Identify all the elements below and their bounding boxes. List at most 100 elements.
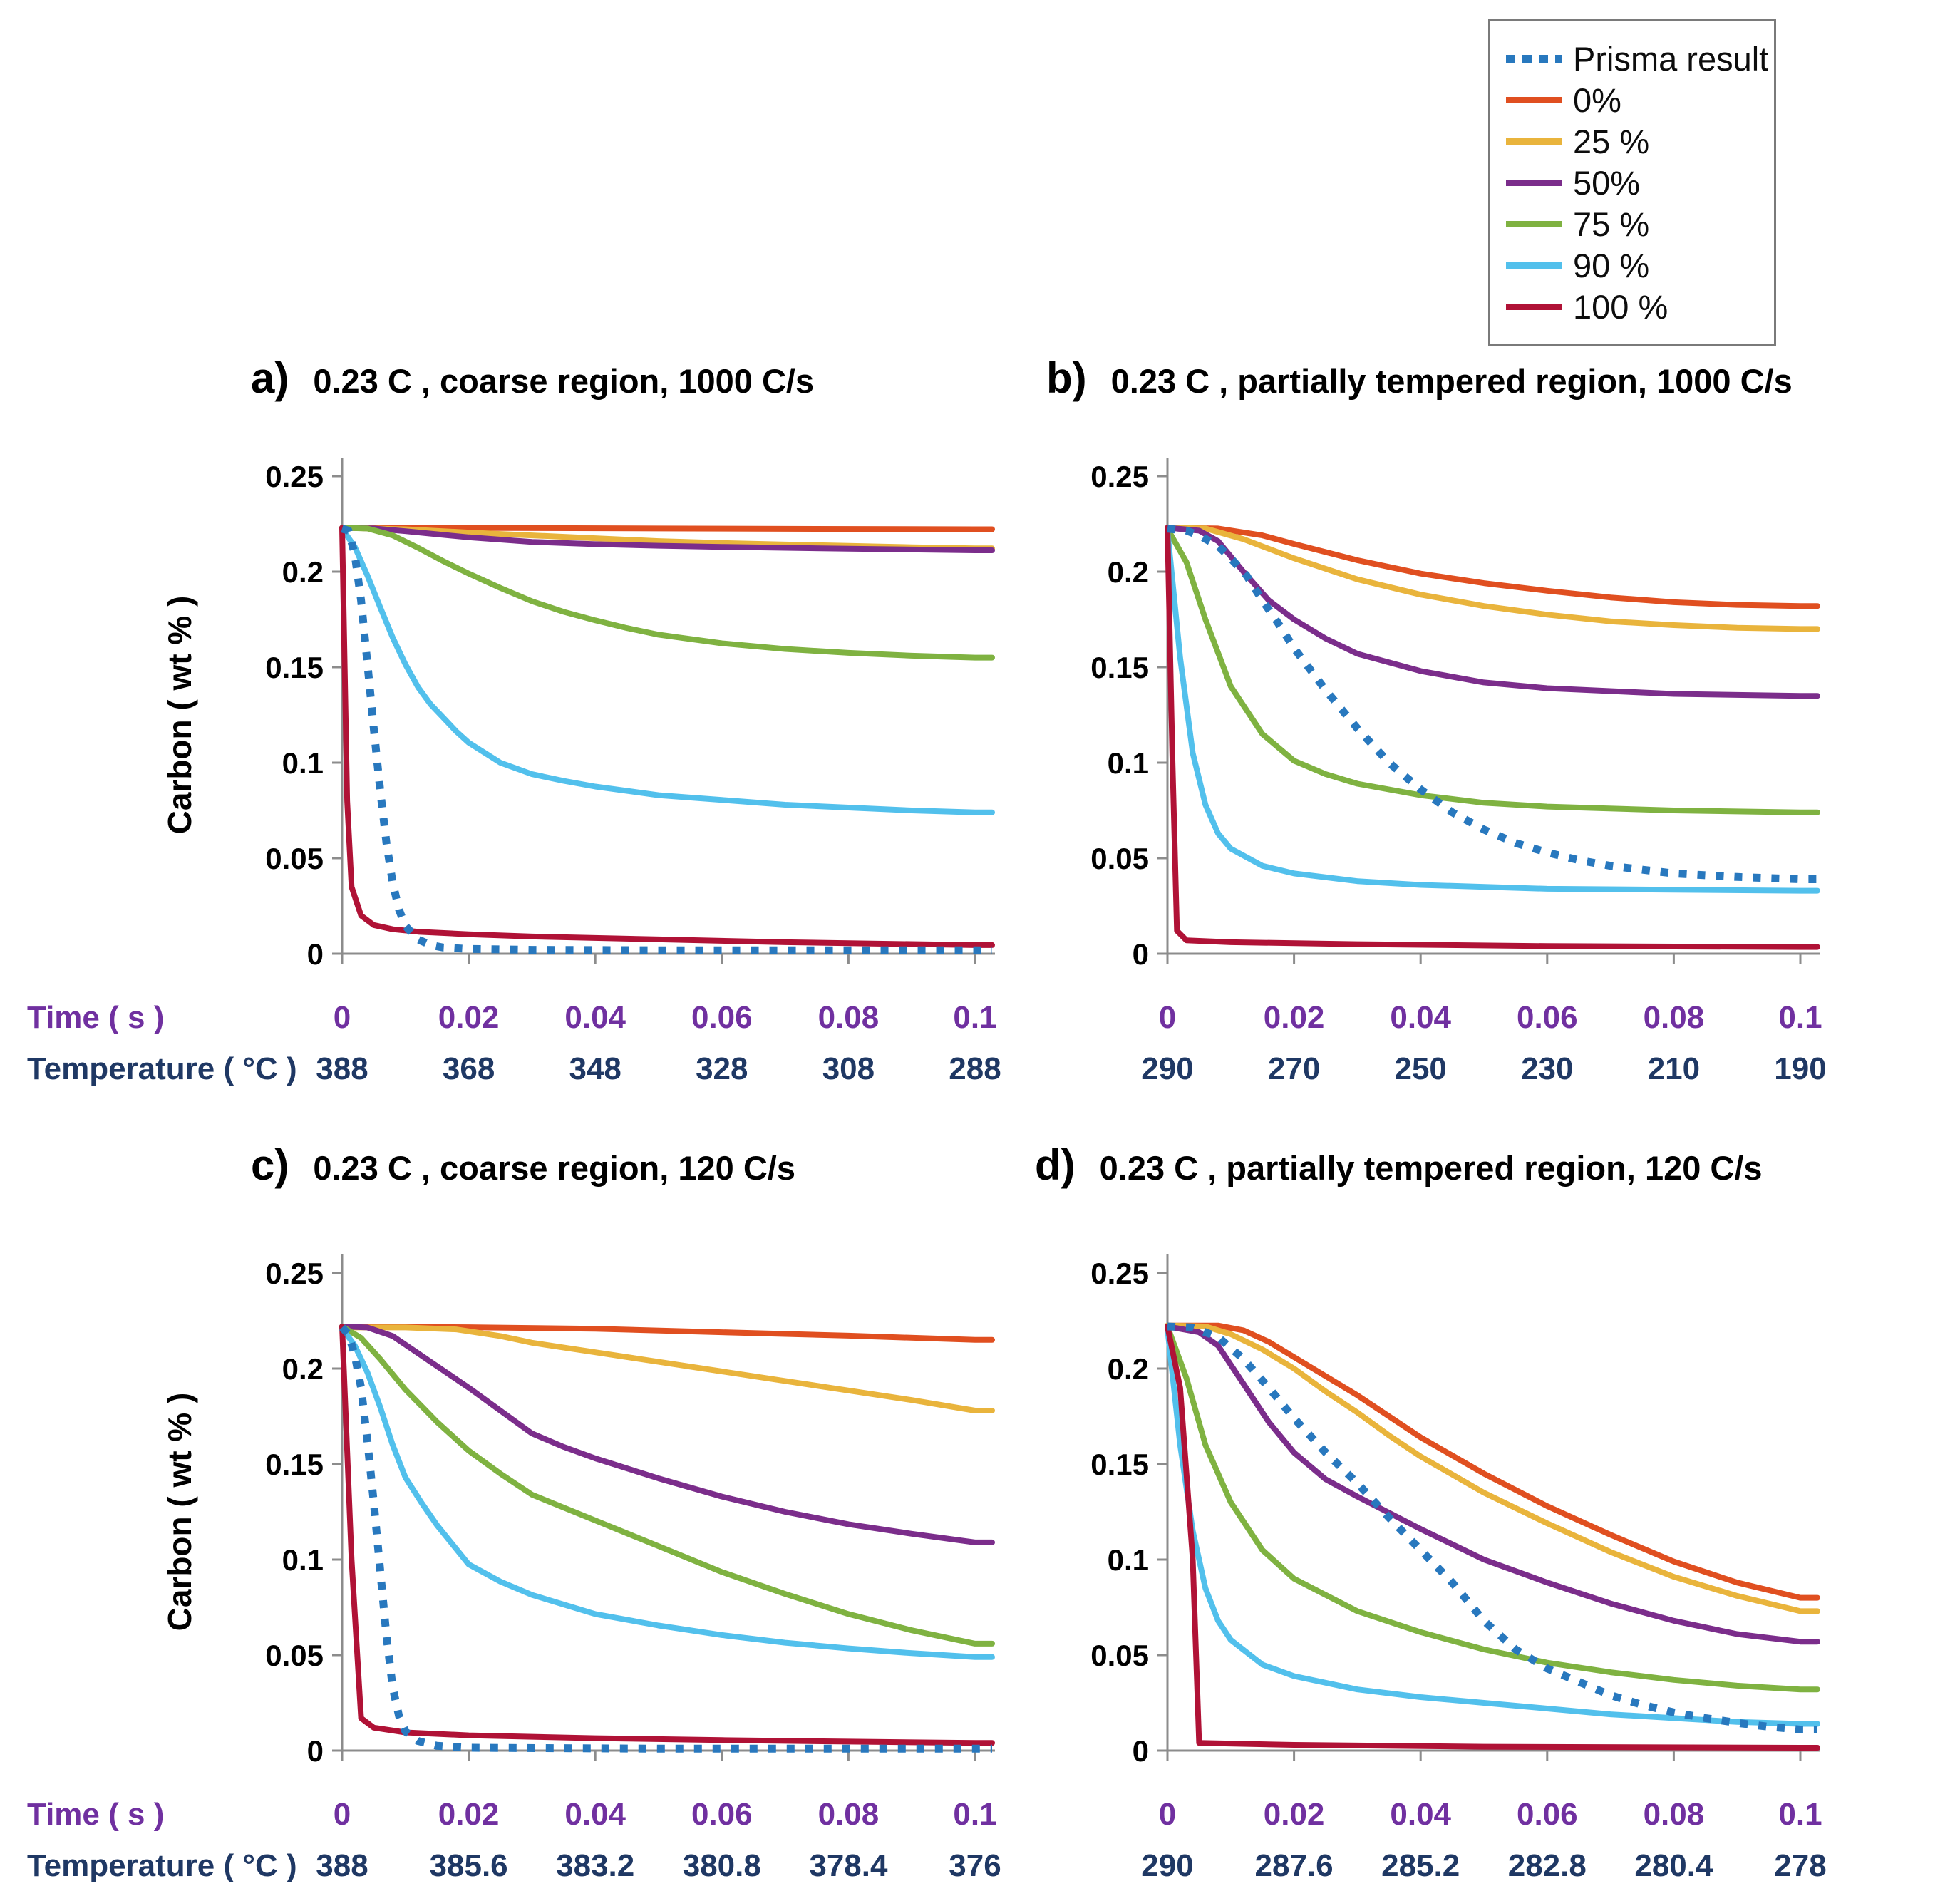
y-tick-label: 0 (1133, 937, 1149, 971)
chart-b: 0.25 0.2 0.15 0.1 0.05 00 290 0.02 270 0.04 250 0.0… (1090, 458, 1827, 1086)
legend-line-sample (1506, 54, 1562, 63)
time-tick-label: 0.1 (1778, 1797, 1822, 1832)
y-axis-label: Carbon ( wt % ) (161, 596, 198, 835)
series-line-100-% (339, 525, 995, 948)
legend-line-sample (1506, 303, 1562, 310)
temperature-tick-label: 210 (1648, 1051, 1700, 1086)
legend-item: 75 % (1506, 203, 1761, 244)
y-tick-label: 0.25 (1090, 1257, 1149, 1290)
y-tick-label: 0.1 (282, 746, 324, 780)
y-tick-label: 0.2 (1108, 1352, 1149, 1386)
series-line-100-% (1165, 1324, 1820, 1751)
temperature-tick-label: 376 (949, 1848, 1001, 1883)
series-line-25-% (1165, 1322, 1820, 1614)
legend-item: 50% (1506, 162, 1761, 203)
y-tick-label: 0.1 (1108, 746, 1149, 780)
panel-title-text-c: 0.23 C , coarse region, 120 C/s (313, 1149, 795, 1187)
series-line-75-% (1165, 1324, 1820, 1693)
y-tick-label: 0.1 (282, 1543, 324, 1577)
temperature-tick-label: 278 (1774, 1848, 1826, 1883)
legend-line-sample (1506, 138, 1562, 145)
y-tick-label: 0.05 (1090, 842, 1149, 875)
panel-title-a: a) 0.23 C , coarse region, 1000 C/s (251, 354, 814, 403)
panel-title-c: c) 0.23 C , coarse region, 120 C/s (251, 1140, 795, 1190)
y-tick-label: 0.15 (1090, 1448, 1149, 1481)
time-tick-label: 0 (1159, 1797, 1176, 1832)
y-tick-label: 0.05 (265, 842, 324, 875)
panel-title-d: d) 0.23 C , partially tempered region, 1… (1035, 1140, 1763, 1190)
legend-item: 0% (1506, 79, 1761, 120)
temperature-tick-label: 250 (1394, 1051, 1446, 1086)
temperature-tick-label: 288 (949, 1051, 1001, 1086)
temperature-tick-label: 380.8 (683, 1848, 761, 1883)
time-tick-label: 0.04 (564, 1000, 626, 1035)
y-axis-label: Carbon ( wt % ) (161, 1393, 198, 1632)
series-line-75-% (339, 525, 995, 661)
temperature-tick-label: 308 (822, 1051, 875, 1086)
series-line-90-% (339, 1325, 995, 1660)
series-line-prisma-result (1167, 1322, 1817, 1733)
legend-item-label: 50% (1573, 163, 1641, 202)
time-tick-label: 0.1 (953, 1797, 996, 1832)
temperature-tick-label: 368 (443, 1051, 495, 1086)
time-tick-label: 0.08 (818, 1797, 880, 1832)
series-line-50% (339, 1324, 995, 1545)
y-tick-label: 0.15 (265, 1448, 324, 1481)
panel-letter-c: c) (251, 1141, 289, 1189)
series-line-75-% (1165, 525, 1820, 815)
time-tick-label: 0.1 (1778, 1000, 1822, 1035)
series-line-prisma-result (341, 525, 992, 954)
panel-letter-d: d) (1035, 1141, 1076, 1189)
temperature-tick-label: 282.8 (1508, 1848, 1587, 1883)
series-line-90-% (1165, 1325, 1820, 1727)
y-tick-label: 0.2 (282, 555, 324, 589)
series-line-0% (339, 1324, 995, 1343)
panel-title-text-b: 0.23 C , partially tempered region, 1000… (1110, 362, 1793, 400)
legend-item: Prisma result (1506, 38, 1768, 79)
temperature-tick-label: 328 (696, 1051, 748, 1086)
series-line-25-% (339, 1324, 995, 1413)
series-line-75-% (339, 1324, 995, 1647)
panel-title-text-d: 0.23 C , partially tempered region, 120 … (1099, 1149, 1763, 1187)
axes (1166, 1254, 1820, 1752)
series-line-prisma-result (339, 1324, 992, 1753)
y-tick-label: 0.05 (1090, 1639, 1149, 1672)
time-tick-label: 0.04 (1390, 1000, 1451, 1035)
y-tick-label: 0 (307, 937, 324, 971)
time-tick-label: 0.04 (1390, 1797, 1451, 1832)
chart-d: 0.25 0.2 0.15 0.1 0.05 00 290 0.02 287.6 0.04 285.… (1090, 1254, 1827, 1883)
panel-letter-a: a) (251, 354, 289, 402)
legend-item-label: 90 % (1573, 246, 1650, 284)
temperature-tick-label: 348 (569, 1051, 621, 1086)
temperature-tick-label: 290 (1141, 1848, 1193, 1883)
legend: Prisma result 0% 25 % 50% 75 % 90 % 100 % (1488, 19, 1776, 346)
series-line-50% (339, 525, 995, 553)
legend-line-sample (1506, 262, 1562, 269)
series-line-50% (1165, 1324, 1820, 1645)
y-tick-label: 0 (307, 1734, 324, 1768)
temperature-tick-label: 290 (1141, 1051, 1193, 1086)
series-line-prisma-result (1167, 525, 1817, 883)
series-line-90-% (1165, 527, 1820, 894)
temperature-tick-label: 287.6 (1255, 1848, 1334, 1883)
legend-item: 100 % (1506, 286, 1761, 327)
y-tick-label: 0.2 (1108, 555, 1149, 589)
time-axis-label: Time ( s ) (27, 1000, 164, 1035)
y-tick-label: 0.05 (265, 1639, 324, 1672)
series-line-25-% (1165, 525, 1820, 632)
series-line-90-% (339, 525, 995, 815)
temperature-tick-label: 388 (316, 1051, 368, 1086)
y-tick-label: 0.2 (282, 1352, 324, 1386)
legend-line-sample (1506, 179, 1562, 186)
time-tick-label: 0 (334, 1797, 351, 1832)
time-tick-label: 0.02 (438, 1797, 500, 1832)
temperature-tick-label: 270 (1268, 1051, 1320, 1086)
y-tick-label: 0.1 (1108, 1543, 1149, 1577)
chart-a: 0.25 0.2 0.15 0.1 0.05 00 388 0.02 368 0.04 348 0.0… (27, 458, 1001, 1086)
time-tick-label: 0.08 (1644, 1000, 1705, 1035)
y-tick-label: 0.15 (1090, 651, 1149, 684)
time-tick-label: 0.08 (1644, 1797, 1705, 1832)
y-tick-label: 0.25 (265, 460, 324, 493)
temperature-tick-label: 190 (1774, 1051, 1826, 1086)
